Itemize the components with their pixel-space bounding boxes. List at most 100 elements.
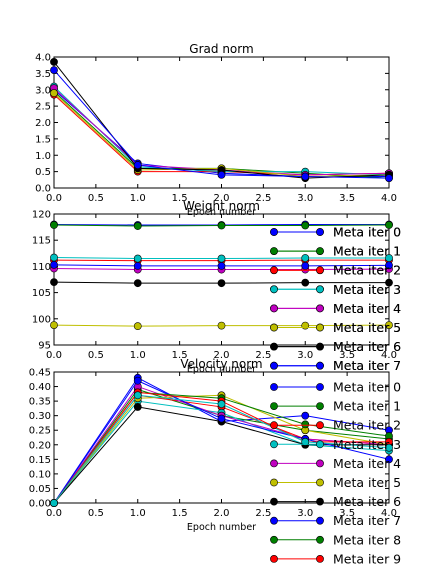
- x-tick-label: 0.0: [46, 350, 62, 361]
- y-tick-label: 0.15: [29, 455, 51, 466]
- y-tick-label: 2.0: [35, 118, 51, 129]
- x-tick-label: 2.5: [255, 508, 271, 519]
- y-tick-label: 0.45: [29, 368, 51, 379]
- data-point: [50, 89, 58, 97]
- legend-label: Meta iter 1: [333, 244, 401, 259]
- data-point: [133, 391, 142, 400]
- data-point: [385, 443, 393, 452]
- legend-marker: [316, 323, 324, 332]
- data-point: [301, 411, 310, 420]
- data-point: [301, 254, 310, 262]
- legend-marker: [316, 285, 324, 294]
- legend-label: Meta iter 3: [333, 282, 401, 297]
- legend-2: Meta iter 0 Meta iter 1 Meta iter 2 Meta it…: [270, 380, 401, 566]
- data-point: [301, 437, 310, 446]
- legend-marker: [270, 497, 278, 506]
- legend-marker: [270, 535, 278, 544]
- legend-marker: [270, 555, 278, 563]
- data-point: [385, 261, 393, 270]
- legend-marker: [270, 383, 278, 391]
- legend-label: Meta iter 4: [333, 456, 401, 471]
- legend-label: Meta iter 6: [333, 339, 401, 354]
- legend-label: Meta iter 0: [333, 380, 401, 395]
- x-axis-label: Epoch number: [187, 364, 256, 375]
- x-tick-label: 1.5: [172, 350, 188, 361]
- x-tick-label: 3.0: [297, 350, 313, 361]
- x-tick-label: 3.5: [339, 508, 355, 519]
- y-tick-label: 4.0: [35, 53, 51, 64]
- data-point: [50, 321, 58, 329]
- data-point: [133, 261, 142, 270]
- legend-marker: [316, 361, 324, 370]
- data-point: [301, 321, 310, 330]
- legend-marker: [316, 516, 324, 525]
- data-point: [385, 278, 393, 287]
- legend-label: Meta iter 5: [333, 475, 401, 490]
- x-tick-label: 1.0: [130, 350, 146, 361]
- y-tick-label: 0.35: [29, 397, 51, 408]
- legend-label: Meta iter 6: [333, 339, 401, 354]
- x-tick-label: 0.5: [88, 193, 104, 204]
- legend-label: Meta iter 7: [333, 513, 401, 528]
- data-point: [301, 261, 310, 270]
- series-line-3: [53, 86, 390, 176]
- legend-label: Meta iter 3: [333, 437, 401, 452]
- y-tick-label: 3.5: [35, 69, 51, 80]
- chart-title: Grad norm: [189, 42, 253, 56]
- legend-1: Meta iter 0 Meta iter 1 Meta iter 2 Meta it…: [270, 225, 401, 373]
- y-tick-label: 105: [32, 288, 51, 299]
- y-tick-label: 1.5: [35, 134, 51, 145]
- x-tick-label: 4.0: [381, 508, 397, 519]
- data-point: [50, 58, 58, 66]
- y-tick-label: 3.0: [35, 85, 51, 96]
- y-tick-label: 0.30: [29, 411, 51, 422]
- y-tick-label: 2.5: [35, 102, 51, 113]
- data-point: [50, 499, 58, 507]
- y-tick-label: 120: [32, 210, 51, 221]
- legend-marker: [316, 247, 324, 255]
- legend-marker: [270, 478, 278, 487]
- x-tick-label: 3.0: [297, 508, 313, 519]
- data-point: [50, 260, 58, 269]
- data-point: [385, 221, 393, 229]
- legend-label: Meta iter 8: [333, 532, 401, 547]
- legend-marker: [270, 440, 278, 449]
- chart-panel-1: Weight norm 0.0 0.5 1.0 1.5 2.0 2.5 3.0 3.5 4.0 95…: [32, 199, 397, 361]
- data-point: [50, 278, 58, 287]
- chart-panel-2: Velocity norm 0.0 0.5 1.0 1.5 2.0 2.5 3.0 3.5 4.0…: [29, 357, 397, 519]
- y-tick-label: 0.25: [29, 426, 51, 437]
- legend-label: Meta iter 2: [333, 263, 401, 278]
- y-tick-label: 0.5: [35, 167, 51, 178]
- y-tick-label: 0.20: [29, 440, 51, 451]
- x-tick-label: 3.5: [339, 193, 355, 204]
- data-point: [50, 253, 58, 262]
- data-point: [217, 321, 226, 330]
- legend-marker: [316, 383, 324, 391]
- data-point: [217, 170, 226, 179]
- y-tick-label: 0.0: [35, 184, 51, 195]
- legend-label: Meta iter 7: [333, 358, 401, 373]
- legend-marker: [316, 266, 324, 275]
- x-tick-label: 1.0: [130, 193, 146, 204]
- data-point: [133, 403, 142, 411]
- data-point: [133, 322, 142, 331]
- legend-label: Meta iter 9: [333, 551, 401, 566]
- legend-marker: [316, 440, 324, 449]
- legend-label: Meta iter 1: [333, 244, 401, 259]
- legend-marker: [270, 304, 278, 313]
- data-point: [50, 66, 58, 74]
- legend-marker: [270, 323, 278, 332]
- data-point: [217, 279, 226, 288]
- legend-marker: [270, 285, 278, 294]
- data-point: [217, 400, 226, 408]
- data-point: [133, 222, 142, 230]
- y-tick-label: 0.10: [29, 469, 51, 480]
- series-line-4: [53, 87, 390, 176]
- series-line-0: [53, 89, 389, 178]
- x-tick-label: 1.0: [130, 508, 146, 519]
- y-tick-label: 95: [38, 341, 51, 352]
- legend-label: Meta iter 7: [333, 358, 401, 373]
- legend-marker: [270, 516, 278, 525]
- legend-marker: [270, 459, 278, 468]
